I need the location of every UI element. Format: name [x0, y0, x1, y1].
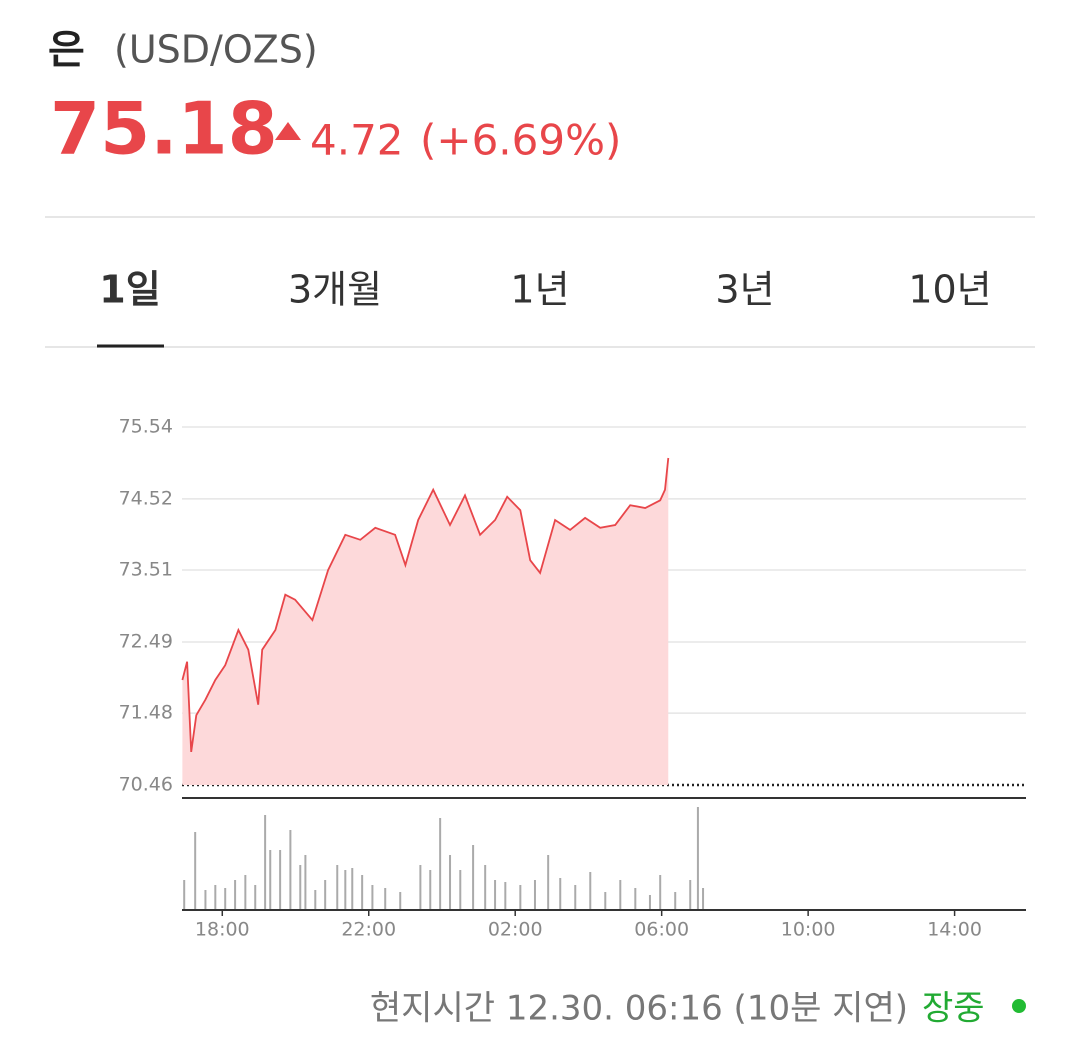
volume-bar [264, 815, 267, 910]
volume-bar [449, 855, 452, 910]
tab[interactable]: 1일 [99, 268, 160, 312]
volume-bar [344, 870, 347, 910]
volume-bar [269, 850, 272, 910]
x-tick-label: 18:00 [195, 919, 250, 941]
tab-bar: 1일 3개월 1년 3년 10년 [99, 268, 991, 312]
y-tick-label: 74.52 [119, 487, 173, 509]
y-tick-label: 71.48 [119, 702, 173, 724]
volume-bar [604, 892, 607, 910]
volume-bar [289, 830, 292, 910]
volume-bar [634, 888, 637, 910]
volume-bar [484, 865, 487, 910]
volume-bar [494, 880, 497, 910]
volume-bar [648, 895, 651, 910]
volume-bar [314, 890, 317, 910]
volume-bar [224, 888, 227, 910]
price-line [181, 457, 670, 753]
volume-bar [336, 865, 339, 910]
x-tick-label: 22:00 [341, 919, 396, 941]
footer-time: 현지시간 12.30. 06:16 (10분 지연) [370, 989, 908, 1029]
x-tick-label: 02:00 [488, 919, 543, 941]
volume-bar [244, 875, 247, 910]
volume-bar [194, 832, 197, 910]
volume-bar [351, 868, 354, 910]
volume-bar [459, 870, 462, 910]
x-tick-label: 10:00 [781, 919, 836, 941]
volume-bar [299, 865, 302, 910]
volume-bar [399, 892, 402, 910]
volume-bar [183, 880, 186, 910]
status-dot [1012, 999, 1026, 1013]
volume-bar [214, 885, 217, 910]
volume-bar [304, 855, 307, 910]
tab[interactable]: 3개월 [288, 268, 382, 312]
price-change-pct: (+6.69%) [420, 116, 621, 165]
volume-bar [439, 818, 442, 910]
volume-bar [702, 888, 705, 910]
volume-bar [234, 880, 237, 910]
volume-bar [547, 855, 550, 910]
tab[interactable]: 3년 [715, 268, 774, 312]
volume-bar [574, 885, 577, 910]
price-area [182, 458, 669, 785]
price: 75.18 [50, 87, 278, 171]
volume-bar [254, 885, 257, 910]
volume-bar [371, 885, 374, 910]
volume-bar [619, 880, 622, 910]
volume-bar [472, 845, 475, 910]
price-change: 4.72 [310, 116, 404, 165]
volume-bar [659, 875, 662, 910]
volume-bar [533, 880, 536, 910]
plot: 75.54 74.52 73.51 72.49 71.48 70.46 18:00 22:00… [119, 416, 1026, 941]
up-arrow [275, 122, 301, 140]
volume-bar [429, 870, 432, 910]
volume-bar [361, 875, 364, 910]
y-tick-label: 75.54 [119, 416, 173, 438]
market-status: 장중 [922, 989, 985, 1029]
volume-bar [384, 888, 387, 910]
y-tick-label: 73.51 [119, 559, 173, 581]
volume-bar [519, 885, 522, 910]
volume-bar [504, 882, 507, 910]
x-tick-label: 06:00 [634, 919, 689, 941]
volume-bar [279, 850, 282, 910]
tab[interactable]: 1년 [510, 268, 569, 312]
tab[interactable]: 10년 [908, 268, 991, 312]
asset-name: 은 [48, 27, 85, 73]
volume-bar [689, 880, 692, 910]
volume-bar [204, 890, 207, 910]
volume-bar [324, 880, 327, 910]
volume-bar [559, 878, 562, 910]
x-tick-label: 14:00 [927, 919, 982, 941]
volume-bar [589, 872, 592, 910]
y-tick-label: 72.49 [119, 630, 173, 652]
volume-bar [696, 807, 699, 910]
volume-bar [419, 865, 422, 910]
y-tick-label: 70.46 [119, 774, 173, 796]
asset-unit: (USD/OZS) [114, 28, 318, 72]
volume-bar [674, 892, 677, 910]
